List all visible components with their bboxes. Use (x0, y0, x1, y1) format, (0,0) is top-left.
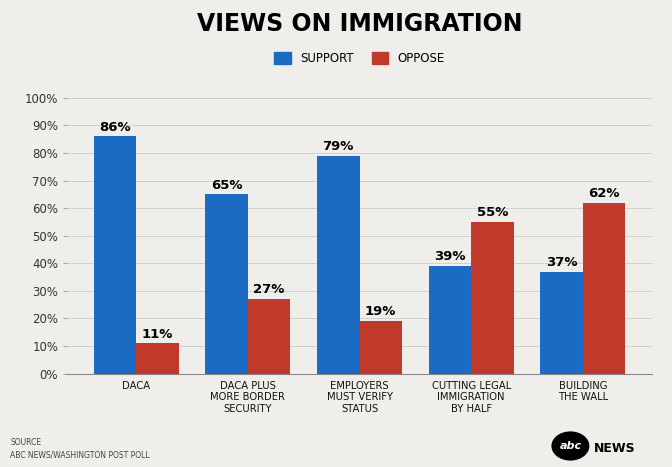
Bar (206, 194, 248, 374)
Text: 19%: 19% (365, 305, 396, 318)
Text: 62%: 62% (588, 187, 620, 200)
Title: VIEWS ON IMMIGRATION: VIEWS ON IMMIGRATION (197, 12, 522, 36)
Text: 65%: 65% (211, 178, 243, 191)
Bar (317, 156, 360, 374)
Bar (540, 272, 583, 374)
Text: 86%: 86% (99, 120, 131, 134)
Legend: SUPPORT, OPPOSE: SUPPORT, OPPOSE (274, 52, 445, 65)
Text: 11%: 11% (142, 327, 173, 340)
Bar (583, 203, 625, 374)
Text: 37%: 37% (546, 256, 577, 269)
Bar (94, 136, 136, 374)
Circle shape (552, 432, 589, 460)
Text: abc: abc (559, 441, 581, 451)
Text: 39%: 39% (434, 250, 466, 263)
Bar (136, 343, 179, 374)
Bar (429, 266, 471, 374)
Text: 79%: 79% (323, 140, 354, 153)
Bar (360, 321, 402, 374)
Text: NEWS: NEWS (594, 442, 636, 455)
Bar (248, 299, 290, 374)
Text: 55%: 55% (476, 206, 508, 219)
Text: SOURCE
ABC NEWS/WASHINGTON POST POLL: SOURCE ABC NEWS/WASHINGTON POST POLL (10, 439, 150, 460)
Bar (471, 222, 513, 374)
Text: 27%: 27% (253, 283, 285, 297)
